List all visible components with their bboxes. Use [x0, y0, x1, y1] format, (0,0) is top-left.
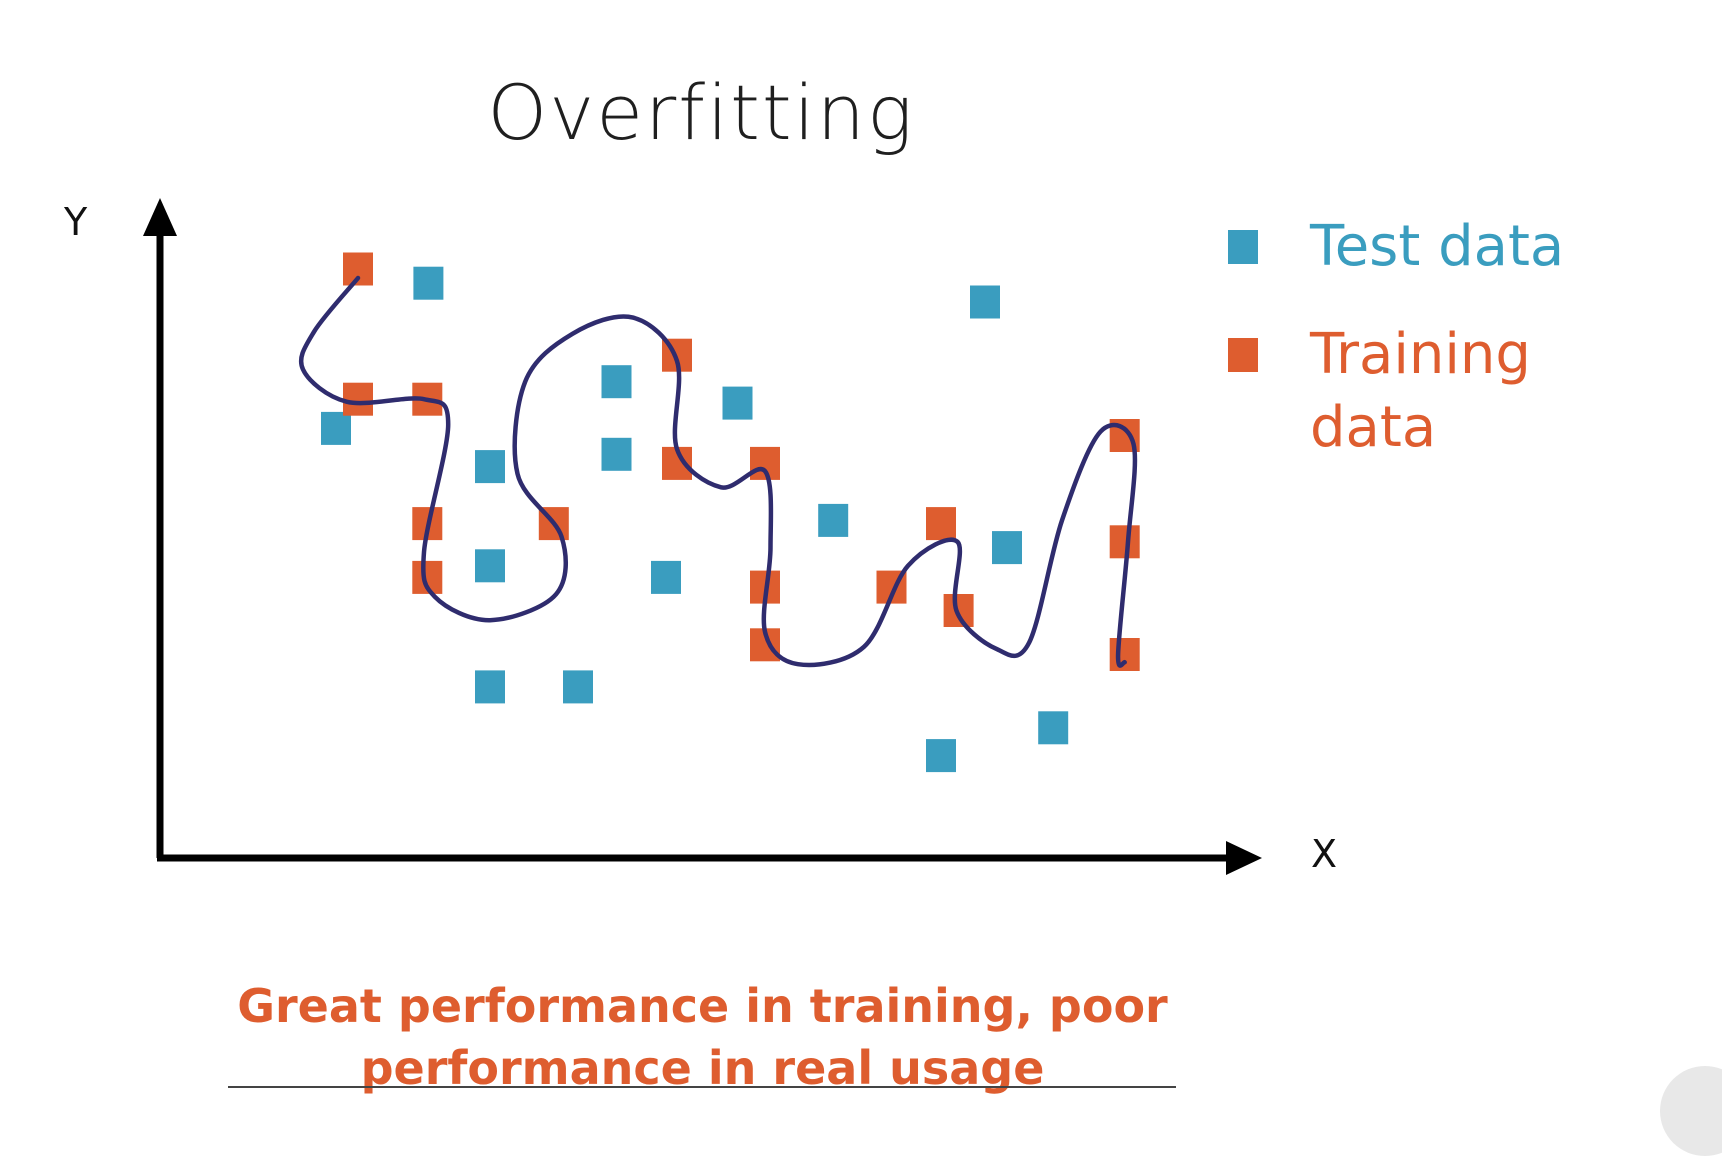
x-axis-label: X: [1311, 832, 1338, 876]
test-point: [475, 549, 505, 583]
test-point: [475, 670, 505, 704]
test-point: [722, 386, 753, 420]
test-point: [970, 285, 1000, 319]
legend-test-label: Test data: [1310, 214, 1565, 279]
test-point: [1038, 711, 1069, 745]
legend-training-label-line: Training: [1310, 322, 1531, 387]
caption-divider: [228, 1086, 1176, 1088]
test-point: [475, 450, 505, 484]
slide-title: Overfitting: [487, 68, 915, 157]
training-swatch: [1228, 338, 1258, 372]
test-point: [818, 503, 849, 537]
x-axis-arrow: [1226, 841, 1262, 875]
training-point: [343, 382, 373, 416]
test-point: [926, 739, 956, 773]
test-point: [321, 411, 351, 445]
test-point: [651, 560, 681, 594]
test-point: [601, 437, 632, 471]
axes: [143, 198, 1262, 875]
legend-training-label-line: data: [1310, 395, 1437, 460]
y-axis-label: Y: [64, 200, 88, 244]
training-point: [1109, 638, 1140, 671]
overfitting-plot: [143, 198, 1262, 875]
fitted-curve: [298, 275, 1138, 668]
test-point: [563, 670, 593, 704]
test-point: [992, 531, 1022, 565]
fitted-curve-group: [298, 275, 1138, 668]
test-point: [413, 266, 444, 300]
test-point: [601, 365, 632, 399]
test-swatch: [1228, 230, 1258, 264]
y-axis-arrow: [143, 198, 177, 236]
caption: Great performance in training, poor perf…: [237, 979, 1168, 1095]
data-points: [321, 252, 1140, 773]
training-point: [926, 507, 956, 541]
slide: Overfitting Y X Test data Training data G…: [64, 68, 1722, 1156]
training-point: [1109, 525, 1140, 559]
legend-training-label: Training data: [1310, 318, 1531, 464]
